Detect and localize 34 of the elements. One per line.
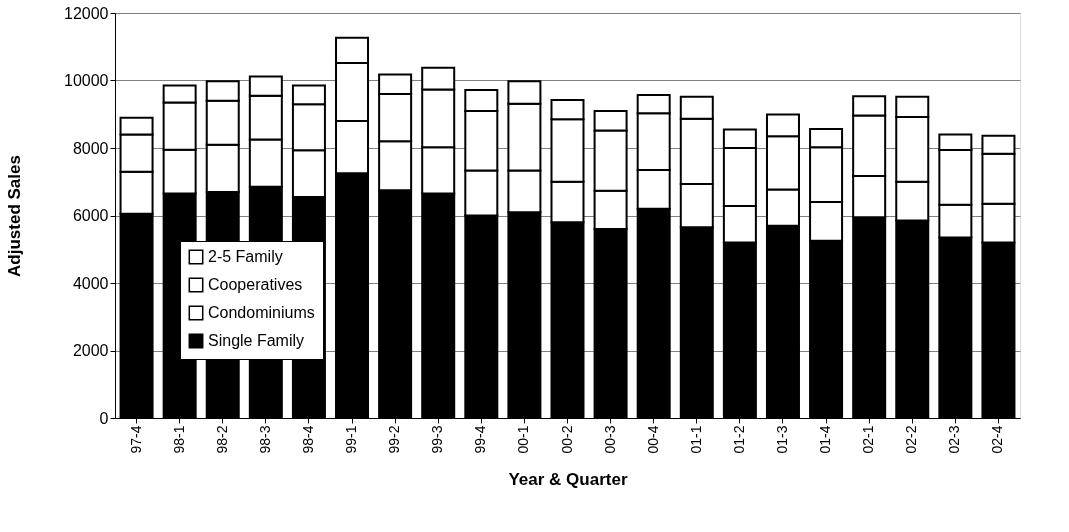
- x-tick-label: 02-1: [860, 425, 877, 454]
- y-tick-label: 10000: [64, 72, 109, 89]
- x-tick-label: 99-1: [343, 425, 360, 454]
- legend-label: Condominiums: [208, 304, 315, 321]
- x-tick-label: 02-2: [903, 425, 920, 454]
- legend-label: Single Family: [208, 332, 305, 349]
- y-tick-label: 6000: [72, 207, 109, 224]
- x-tick-label: 98-4: [299, 425, 316, 454]
- x-tick-label: 00-2: [558, 425, 575, 454]
- x-tick-label: 00-4: [644, 425, 661, 454]
- x-tick-label: 99-2: [386, 425, 403, 454]
- x-tick-label: 97-4: [127, 425, 144, 454]
- legend-label: Cooperatives: [208, 276, 303, 293]
- y-tick-label: 12000: [64, 4, 109, 22]
- x-tick-label: 00-3: [601, 425, 618, 454]
- x-tick-label: 00-1: [515, 425, 532, 454]
- y-tick-label: 0: [99, 409, 109, 427]
- legend-label: 2-5 Family: [208, 248, 283, 265]
- x-axis-title: Year & Quarter: [508, 469, 628, 489]
- x-tick-label: 01-4: [817, 425, 834, 454]
- x-tick-label: 98-1: [170, 425, 187, 454]
- x-tick-label: 02-3: [946, 425, 963, 454]
- x-tick-label: 02-4: [989, 425, 1006, 454]
- y-tick-label: 4000: [72, 274, 109, 292]
- x-tick-label: 98-3: [256, 425, 273, 454]
- y-axis-title: Adjusted Sales: [5, 155, 25, 277]
- y-tick-label: 2000: [72, 342, 109, 359]
- x-tick-label: 99-3: [429, 425, 446, 454]
- x-tick-label: 01-2: [730, 425, 747, 454]
- x-tick-label: 98-2: [213, 425, 230, 454]
- y-tick-label: 8000: [72, 139, 109, 157]
- x-tick-label: 99-4: [472, 425, 489, 454]
- x-tick-label: 01-3: [773, 425, 790, 454]
- x-tick-label: 01-1: [687, 425, 704, 454]
